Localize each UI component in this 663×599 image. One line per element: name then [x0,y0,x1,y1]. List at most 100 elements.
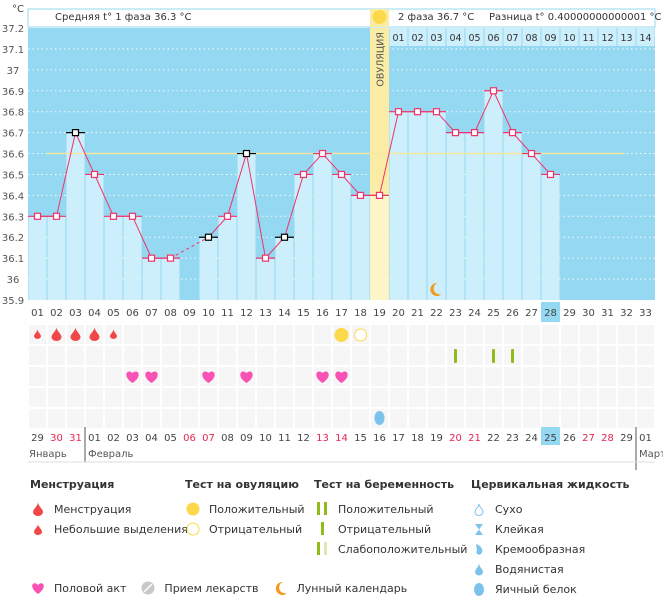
marker-cell [637,367,654,386]
marker-cell [295,325,312,344]
calendar-date: 15 [354,433,367,444]
legend-menstruation: Менструация Менструация Небольшие выделе… [30,478,188,539]
y-tick-label: 36.8 [2,108,24,119]
calendar-date: 04 [145,433,158,444]
month-label: Март [639,449,663,460]
calendar-date: 19 [430,433,443,444]
marker-cell [637,346,654,365]
legend-item: Менструация [54,502,132,516]
temperature-bar [47,216,66,300]
marker-cell [390,388,407,407]
marker-cell [409,325,426,344]
phase2-day: 05 [468,33,480,44]
temperature-segment [493,90,513,133]
marker-cell [599,367,616,386]
marker-cell [124,409,141,428]
cycle-day: 05 [107,308,120,319]
cycle-day: 21 [411,308,424,319]
cycle-day: 12 [240,308,253,319]
marker-cell [466,367,483,386]
pill-icon [140,581,156,595]
calendar-date: 02 [107,433,120,444]
cycle-day: 16 [316,308,329,319]
marker-cell [504,388,521,407]
cycle-day: 11 [221,308,234,319]
y-tick-label: 37.1 [2,45,24,56]
marker-cell [542,409,559,428]
temperature-point [33,212,42,220]
marker-cell [67,409,84,428]
marker-cell [409,388,426,407]
temperature-bar [484,90,503,301]
cycle-day: 27 [525,308,538,319]
temperature-bar [85,174,104,300]
marker-cell [295,388,312,407]
cycle-day: 18 [354,308,367,319]
calendar-date: 13 [316,433,329,444]
marker-cell [485,325,502,344]
marker-cell [352,367,369,386]
marker-cell [390,346,407,365]
difference-label: Разница t° 0.40000000000001 °C [489,12,662,23]
phase2-day-cell [389,28,408,46]
legend-title: Тест на овуляцию [185,478,299,491]
marker-cell [276,346,293,365]
marker-cell [276,388,293,407]
temperature-point [413,108,422,116]
y-tick-label: 36.1 [2,254,24,265]
marker-cell [580,346,597,365]
temperature-point [223,212,232,220]
temperature-bar [313,153,332,300]
marker-cell [143,325,160,344]
legend-item: Яичный белок [495,582,577,596]
calendar-date: 26 [563,433,576,444]
temperature-point [432,108,441,116]
header-bar [27,8,656,28]
marker-cell [618,346,635,365]
legend-ovulation: Тест на овуляцию Положительный Отрицател… [185,478,305,539]
calendar-date: 14 [335,433,348,444]
marker-cell [333,388,350,407]
phase2-label: 2 фаза 36.7 °C [398,12,474,23]
marker-cell [390,367,407,386]
marker-cell [86,388,103,407]
marker-cell [295,346,312,365]
temperature-point [356,191,365,199]
marker-cell [29,367,46,386]
cycle-day: 25 [487,308,500,319]
temperature-bar [370,195,389,300]
phase2-day: 03 [430,33,442,44]
marker-cell [523,346,540,365]
phase2-day-cell [484,28,503,46]
pregnancy-negative-icon [314,522,330,536]
marker-cell [86,367,103,386]
calendar-date: 06 [183,433,196,444]
marker-cell [428,367,445,386]
marker-cell [561,325,578,344]
heart-icon [240,371,253,383]
marker-cell [428,346,445,365]
ovulation-test-icon [334,328,349,342]
legend-title: Менструация [30,478,115,491]
pregnancy-faint-icon [314,542,330,556]
temperature-point [451,129,460,137]
egg-white-icon [471,582,487,596]
marker-cell [637,388,654,407]
phase2-day: 11 [582,33,594,44]
calendar-date: 07 [202,433,215,444]
menstruation-drop-icon [34,329,41,339]
cycle-day: 29 [563,308,576,319]
legend-item: Небольшие выделения [54,522,188,536]
creamy-icon [471,543,487,556]
phase2-day-cell [598,28,617,46]
marker-cell [466,388,483,407]
phase2-day-cell [522,28,541,46]
marker-cell [48,409,65,428]
temperature-point [128,212,137,220]
marker-cell [561,409,578,428]
cycle-day: 28 [544,308,557,319]
excluded-point [204,233,213,241]
calendar-date: 11 [278,433,291,444]
marker-cell [618,388,635,407]
marker-cell [314,346,331,365]
